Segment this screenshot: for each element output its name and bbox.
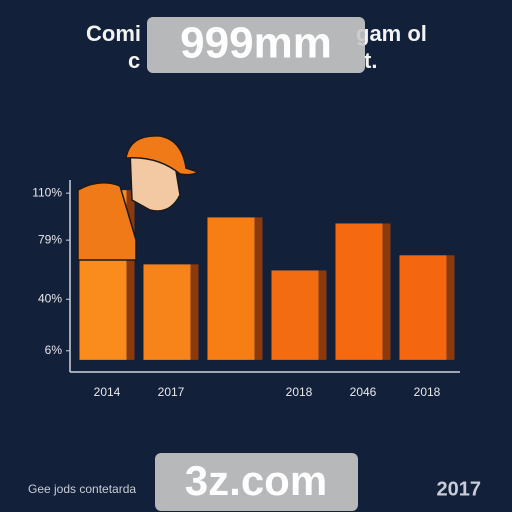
- bar: [207, 217, 255, 360]
- y-tick-label: 110%: [32, 185, 62, 199]
- bar-side: [190, 264, 199, 360]
- bar-side: [382, 223, 391, 360]
- subtitle-fragment: t.: [364, 48, 377, 73]
- watermark-text: 999mm: [180, 19, 332, 68]
- footer: Gee jods contetarda: [28, 482, 136, 496]
- bar: [399, 255, 447, 360]
- bar-side: [318, 270, 327, 360]
- bar-side: [126, 190, 135, 360]
- x-tick-label: 2018: [414, 385, 441, 399]
- bar: [143, 264, 191, 360]
- subtitle-fragment: c: [128, 48, 140, 73]
- title-fragment: gam ol: [356, 21, 427, 46]
- title-fragment: Comi: [86, 21, 141, 46]
- x-tick-label: 2017: [158, 385, 185, 399]
- watermark-text: 3z.com: [185, 457, 327, 504]
- bar: [335, 223, 383, 360]
- y-tick-label: 40%: [38, 291, 62, 305]
- bar-side: [254, 217, 263, 360]
- x-tick-label: 2046: [350, 385, 377, 399]
- footer-year: 2017: [437, 478, 482, 500]
- watermark: 999mm: [147, 17, 365, 73]
- bar-side: [446, 255, 455, 360]
- bar: [271, 270, 319, 360]
- plot: [66, 190, 455, 360]
- person-illustration: [77, 135, 200, 261]
- watermark: 3z.com: [155, 453, 358, 511]
- y-tick-label: 6%: [45, 343, 63, 357]
- x-tick-label: 2014: [94, 385, 121, 399]
- x-tick-label: 2018: [286, 385, 313, 399]
- y-tick-label: 79%: [38, 232, 62, 246]
